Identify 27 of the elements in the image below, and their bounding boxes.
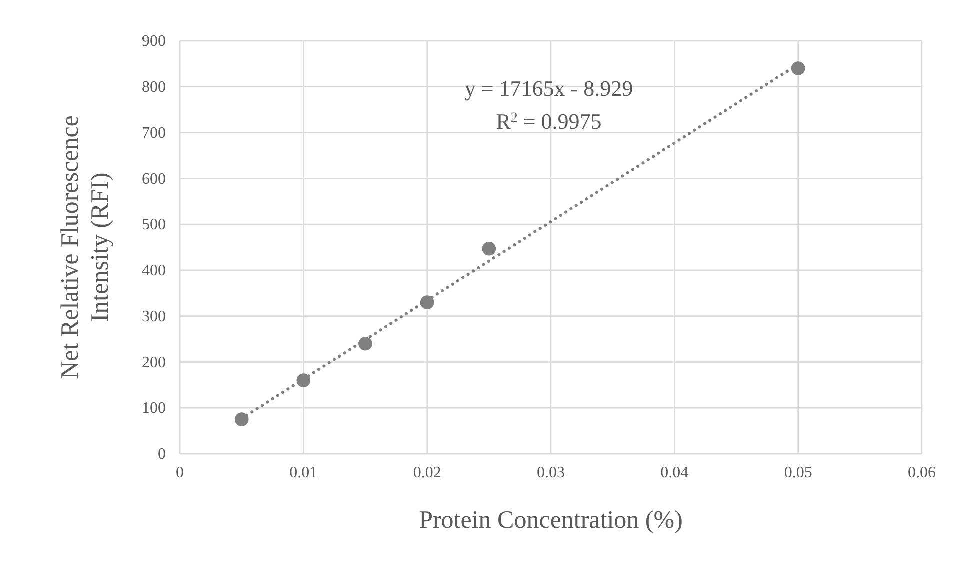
y-tick-label: 500 [142, 216, 166, 234]
x-tick-label: 0.01 [290, 464, 318, 482]
point [420, 296, 434, 310]
x-tick-label: 0.03 [537, 464, 565, 482]
y-tick-label: 600 [142, 170, 166, 188]
y-tick-label: 700 [142, 124, 166, 142]
annotation: R$^{2}$ = 0.9975 [496, 109, 602, 134]
x-axis-title: Protein Concentration (%) [419, 507, 683, 534]
y-tick-label: 0 [158, 446, 166, 464]
annotation: y = 17165x - 8.929 [464, 76, 634, 101]
point [296, 374, 311, 388]
point [791, 62, 806, 76]
y-tick-label: 200 [142, 354, 166, 372]
y-tick-label: 800 [142, 79, 166, 96]
y-tick-label: 300 [142, 308, 166, 326]
point [234, 412, 249, 426]
y-axis-title: Net Relative Fluorescence Intensity (RFI) [57, 116, 114, 380]
x-tick-label: 0.06 [908, 464, 936, 482]
x-tick-label: 0 [176, 464, 184, 482]
x-tick-label: 0.05 [784, 464, 812, 482]
x-tick-label: 0.04 [660, 464, 689, 482]
y-tick-label: 400 [142, 262, 166, 280]
y-tick-label: 100 [142, 400, 166, 418]
point [358, 336, 372, 351]
x-tick-label: 0.02 [413, 464, 442, 482]
point [482, 242, 496, 256]
y-tick-label: 900 [142, 33, 166, 50]
